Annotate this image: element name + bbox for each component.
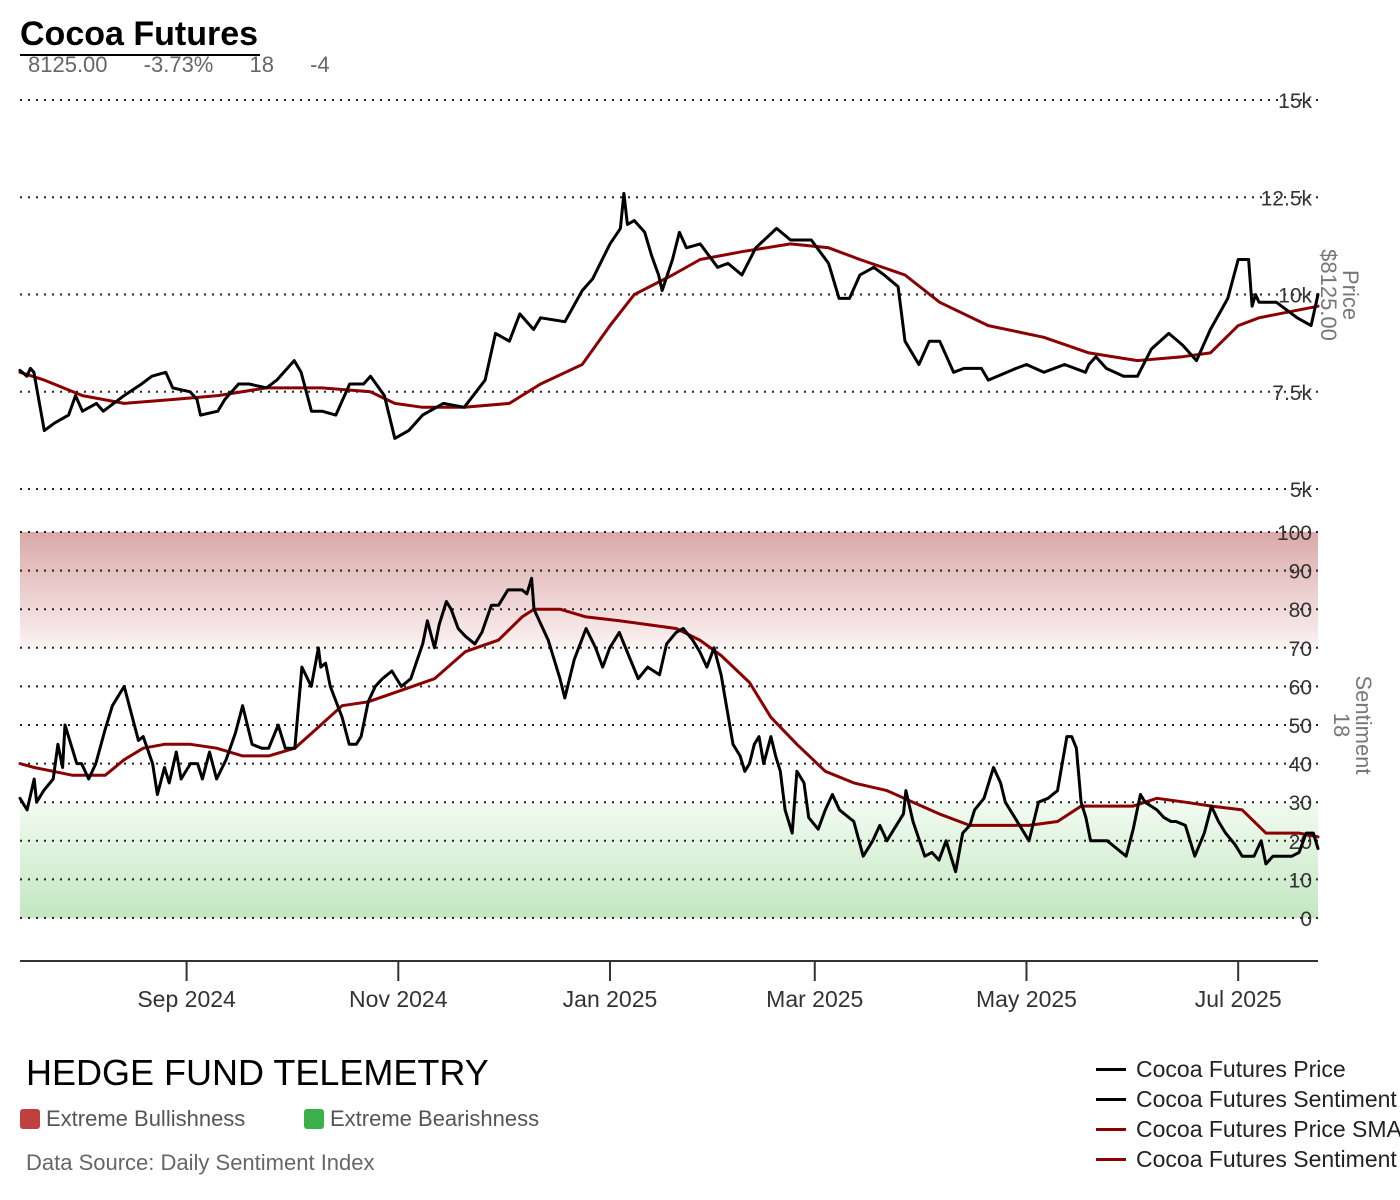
- brand-name: HEDGE FUND TELEMETRY: [26, 1052, 489, 1093]
- x-tick-label: Sep 2024: [137, 986, 236, 1012]
- x-tick-label: May 2025: [976, 986, 1077, 1012]
- sentiment-tick-label: 30: [1289, 792, 1312, 815]
- extreme-bullishness-band: [20, 532, 1318, 648]
- legend-line-price-sma: [1096, 1127, 1126, 1131]
- bearish-label: Extreme Bearishness: [330, 1106, 540, 1131]
- sentiment-axis-label: Sentiment: [1351, 675, 1376, 774]
- price-tick-label: 10k: [1278, 285, 1312, 308]
- sentiment-tick-label: 70: [1289, 638, 1312, 661]
- legend-label-price-sma: Cocoa Futures Price SMA: [1136, 1115, 1400, 1142]
- sentiment-axis-value: 18: [1329, 713, 1354, 737]
- sentiment-sma-line: [18, 607, 1320, 839]
- key-extreme-bearishness: Extreme Bearishness: [304, 1106, 539, 1132]
- legend-label-sentiment: Cocoa Futures Sentiment: [1136, 1085, 1397, 1112]
- legend-line-sentiment: [1096, 1097, 1126, 1101]
- price-axis-label: Price: [1338, 270, 1363, 320]
- bullish-label: Extreme Bullishness: [46, 1106, 246, 1131]
- sentiment-tick-label: 10: [1289, 869, 1312, 892]
- price-axis-value: $8125.00: [1316, 249, 1341, 341]
- sentiment-tick-label: 50: [1289, 715, 1312, 738]
- price-tick-label: 12.5k: [1261, 187, 1313, 210]
- price-sma-line: [18, 242, 1320, 409]
- extreme-bearishness-band: [20, 802, 1318, 918]
- legend-item-sentiment[interactable]: Cocoa Futures Sentiment: [1096, 1084, 1400, 1114]
- series-legend: Cocoa Futures Price Cocoa Futures Sentim…: [1096, 1054, 1400, 1174]
- x-tick-label: Jan 2025: [563, 986, 658, 1012]
- sentiment-tick-label: 40: [1289, 754, 1312, 777]
- sentiment-tick-label: 60: [1289, 676, 1312, 699]
- x-tick-label: Jul 2025: [1195, 986, 1282, 1012]
- legend-item-price[interactable]: Cocoa Futures Price: [1096, 1054, 1400, 1084]
- change-percent: -3.73%: [143, 52, 214, 77]
- key-extreme-bullishness: Extreme Bullishness: [20, 1106, 245, 1132]
- legend-line-price: [1096, 1067, 1126, 1071]
- legend-item-sentiment-sma[interactable]: Cocoa Futures Sentiment SMA: [1096, 1144, 1400, 1174]
- sentiment-tick-label: 80: [1289, 599, 1312, 622]
- header-stats: 8125.00 -3.73% 18 -4: [28, 52, 360, 78]
- data-source: Data Source: Daily Sentiment Index: [26, 1150, 375, 1175]
- legend-label-sentiment-sma: Cocoa Futures Sentiment SMA: [1136, 1145, 1400, 1172]
- legend-line-sentiment-sma: [1096, 1157, 1126, 1161]
- legend-item-price-sma[interactable]: Cocoa Futures Price SMA: [1096, 1114, 1400, 1144]
- sentiment-tick-label: 90: [1289, 561, 1312, 584]
- last-price: 8125.00: [28, 52, 108, 77]
- sentiment-tick-label: 100: [1277, 522, 1312, 545]
- chart-title: Cocoa Futures: [20, 14, 261, 56]
- bullish-swatch: [20, 1109, 40, 1129]
- sentiment-tick-label: 0: [1300, 908, 1312, 931]
- sentiment-line: [18, 576, 1320, 874]
- bearish-swatch: [304, 1109, 324, 1129]
- sentiment-value: 18: [249, 52, 274, 77]
- price-tick-label: 7.5k: [1272, 382, 1312, 405]
- x-tick-label: Mar 2025: [766, 986, 863, 1012]
- legend-label-price: Cocoa Futures Price: [1136, 1055, 1346, 1082]
- price-tick-label: 15k: [1278, 90, 1312, 113]
- price-line: [18, 191, 1320, 440]
- sentiment-change: -4: [310, 52, 330, 77]
- x-tick-label: Nov 2024: [349, 986, 448, 1012]
- price-tick-label: 5k: [1290, 479, 1313, 502]
